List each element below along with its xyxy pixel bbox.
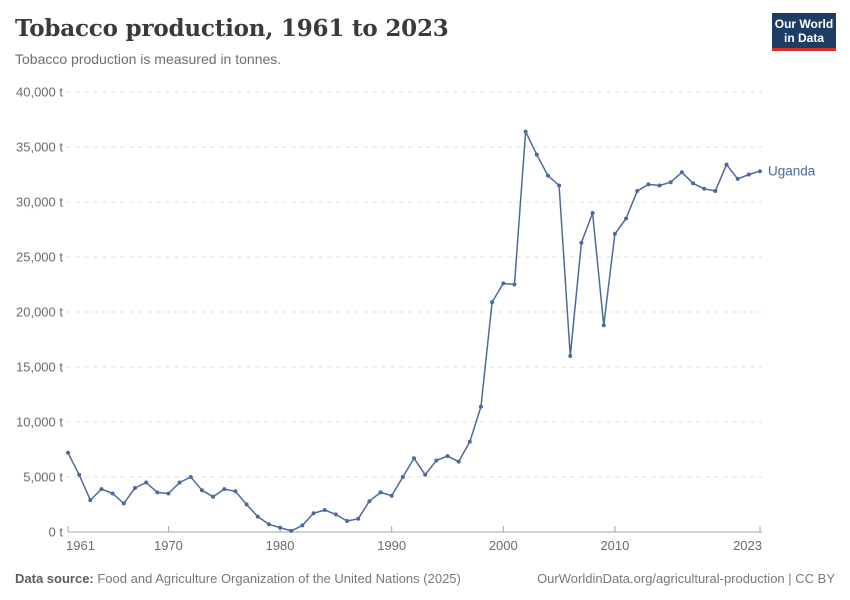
owid-logo-line2: in Data bbox=[783, 31, 824, 45]
data-point[interactable] bbox=[121, 501, 126, 506]
data-point[interactable] bbox=[244, 502, 249, 507]
data-point[interactable] bbox=[378, 490, 383, 495]
data-point[interactable] bbox=[400, 475, 405, 479]
y-tick-label: 35,000 t bbox=[16, 140, 63, 155]
data-point[interactable] bbox=[523, 129, 528, 134]
data-point[interactable] bbox=[211, 494, 216, 499]
data-point[interactable] bbox=[624, 216, 629, 221]
data-point[interactable] bbox=[456, 459, 461, 464]
y-tick-label: 0 t bbox=[49, 525, 64, 540]
data-point[interactable] bbox=[356, 516, 361, 521]
data-point[interactable] bbox=[144, 480, 149, 485]
data-point[interactable] bbox=[166, 491, 171, 496]
page-title: Tobacco production, 1961 to 2023 bbox=[15, 15, 449, 42]
data-point[interactable] bbox=[345, 519, 350, 523]
data-point[interactable] bbox=[679, 170, 684, 175]
data-point[interactable] bbox=[289, 528, 294, 533]
data-point[interactable] bbox=[612, 231, 617, 236]
data-point[interactable] bbox=[702, 186, 707, 191]
data-point[interactable] bbox=[668, 180, 673, 185]
data-point[interactable] bbox=[99, 487, 104, 492]
data-source-text: Food and Agriculture Organization of the… bbox=[93, 571, 461, 586]
data-point[interactable] bbox=[590, 211, 595, 215]
data-point[interactable] bbox=[132, 486, 137, 490]
data-point[interactable] bbox=[635, 189, 640, 193]
data-point[interactable] bbox=[601, 323, 606, 328]
data-point[interactable] bbox=[311, 511, 316, 516]
data-point[interactable] bbox=[188, 475, 193, 479]
x-tick-label: 2010 bbox=[600, 538, 629, 553]
data-source-label: Data source: bbox=[15, 571, 94, 586]
x-tick-label: 1961 bbox=[66, 538, 95, 553]
series-line-uganda[interactable] bbox=[67, 130, 761, 532]
data-point[interactable] bbox=[646, 182, 651, 187]
data-point[interactable] bbox=[266, 522, 271, 527]
owid-logo[interactable]: Our World in Data bbox=[772, 13, 836, 51]
data-point[interactable] bbox=[300, 523, 305, 528]
data-point[interactable] bbox=[501, 281, 506, 286]
data-point[interactable] bbox=[88, 498, 93, 503]
data-point[interactable] bbox=[322, 508, 327, 512]
footer-citation-link[interactable]: OurWorldinData.org/agricultural-producti… bbox=[537, 571, 835, 586]
data-point[interactable] bbox=[534, 152, 539, 157]
data-point[interactable] bbox=[367, 499, 372, 504]
y-tick-label: 15,000 t bbox=[16, 360, 63, 375]
x-tick-label: 2023 bbox=[733, 538, 762, 553]
y-tick-label: 25,000 t bbox=[16, 250, 63, 265]
y-tick-label: 5,000 t bbox=[23, 470, 63, 485]
data-point[interactable] bbox=[412, 456, 416, 461]
x-tick-label: 1970 bbox=[154, 538, 183, 553]
y-tick-label: 20,000 t bbox=[16, 305, 63, 320]
data-point[interactable] bbox=[545, 173, 550, 178]
x-tick-label: 1990 bbox=[377, 538, 406, 553]
data-point[interactable] bbox=[490, 300, 495, 305]
data-point[interactable] bbox=[557, 183, 562, 188]
series-end-label-uganda[interactable]: Uganda bbox=[768, 164, 816, 179]
y-tick-label: 30,000 t bbox=[16, 195, 63, 210]
x-tick-label: 1980 bbox=[266, 538, 295, 553]
data-point[interactable] bbox=[746, 172, 751, 177]
data-point[interactable] bbox=[155, 490, 160, 495]
data-point[interactable] bbox=[478, 404, 483, 409]
data-point[interactable] bbox=[568, 354, 573, 358]
data-point[interactable] bbox=[713, 189, 718, 193]
data-point[interactable] bbox=[657, 183, 662, 188]
page-subtitle: Tobacco production is measured in tonnes… bbox=[15, 51, 282, 67]
data-point[interactable] bbox=[434, 458, 439, 463]
data-point[interactable] bbox=[233, 489, 238, 494]
data-point[interactable] bbox=[735, 176, 740, 181]
data-point[interactable] bbox=[467, 439, 472, 444]
data-point[interactable] bbox=[222, 487, 227, 492]
data-point[interactable] bbox=[177, 480, 182, 485]
data-point[interactable] bbox=[66, 450, 70, 455]
y-tick-label: 10,000 t bbox=[16, 415, 63, 430]
data-point[interactable] bbox=[278, 525, 283, 530]
data-point[interactable] bbox=[423, 472, 428, 477]
x-tick-label: 2000 bbox=[489, 538, 518, 553]
data-point[interactable] bbox=[199, 488, 204, 493]
data-point[interactable] bbox=[110, 491, 115, 496]
data-point[interactable] bbox=[255, 514, 260, 519]
data-point[interactable] bbox=[333, 512, 338, 517]
data-point[interactable] bbox=[445, 454, 450, 459]
owid-logo-line1: Our World bbox=[774, 17, 834, 31]
chart-footer: Data source: Food and Agriculture Organi… bbox=[15, 571, 835, 586]
data-point[interactable] bbox=[691, 181, 696, 186]
chart-header: Tobacco production, 1961 to 2023 Tobacco… bbox=[15, 14, 758, 68]
data-point[interactable] bbox=[77, 472, 82, 477]
data-point[interactable] bbox=[512, 282, 517, 287]
y-tick-label: 40,000 t bbox=[16, 85, 63, 100]
data-point[interactable] bbox=[758, 169, 762, 174]
line-chart[interactable]: 0 t 5,000 t 10,000 t 15,000 t 20,000 t 25,000… bbox=[0, 80, 850, 560]
data-point[interactable] bbox=[579, 240, 584, 245]
data-point[interactable] bbox=[389, 493, 394, 498]
data-point[interactable] bbox=[724, 162, 729, 167]
data-source-note: Data source: Food and Agriculture Organi… bbox=[15, 571, 461, 586]
